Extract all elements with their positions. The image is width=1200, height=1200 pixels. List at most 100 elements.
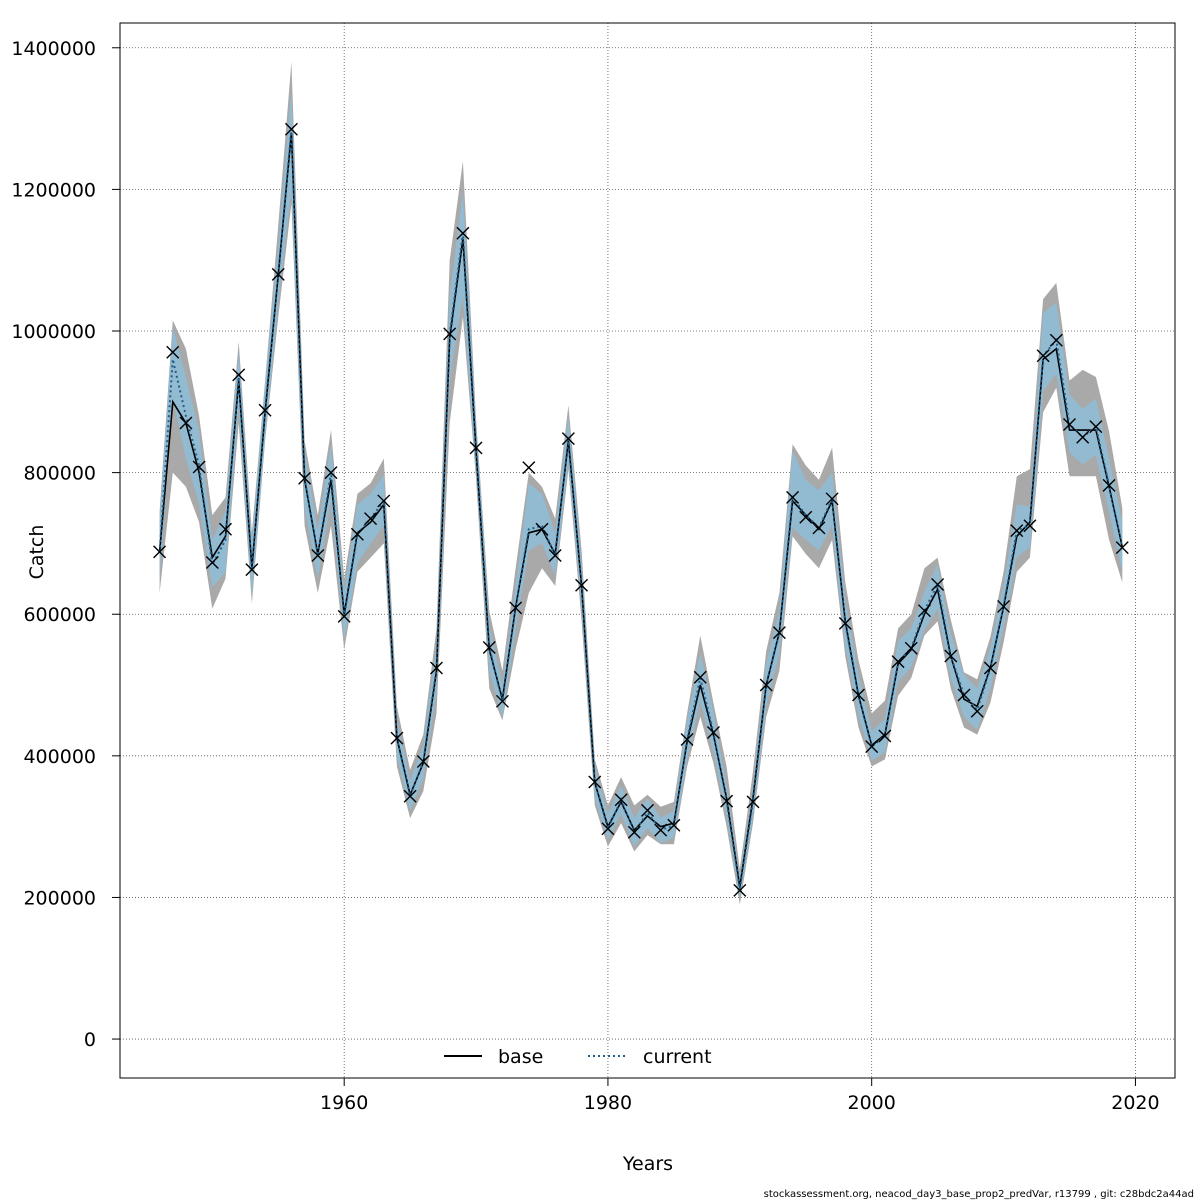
data-point-marker — [1102, 478, 1116, 492]
marker-stroke — [1063, 417, 1076, 431]
data-point-marker — [1023, 519, 1037, 533]
data-point-marker — [443, 327, 457, 341]
marker-stroke — [509, 601, 523, 615]
x-tick-label: 1980 — [584, 1092, 632, 1114]
marker-stroke — [1089, 420, 1103, 434]
marker-stroke — [838, 616, 852, 630]
y-axis-title: Catch — [26, 525, 48, 580]
data-point-marker — [482, 641, 496, 654]
data-point-marker — [350, 527, 364, 541]
current-line — [158, 129, 1124, 890]
data-point-marker — [799, 510, 813, 524]
legend: base current — [444, 1046, 712, 1068]
marker-stroke — [482, 641, 496, 654]
y-tick-label: 1200000 — [11, 179, 96, 201]
marker-stroke — [443, 327, 457, 341]
data-point-marker — [179, 416, 193, 430]
data-point-marker — [983, 661, 997, 675]
data-point-marker — [878, 729, 892, 743]
marker-stroke — [812, 521, 826, 535]
marker-stroke — [403, 789, 417, 803]
marker-stroke — [364, 512, 378, 526]
marker-stroke — [153, 545, 167, 559]
y-tick-label: 800000 — [23, 463, 96, 485]
marker-stroke — [219, 522, 232, 536]
marker-stroke — [377, 494, 391, 508]
marker-stroke — [245, 563, 259, 577]
data-point-marker — [1089, 420, 1103, 434]
marker-stroke — [1036, 349, 1050, 363]
data-point-marker — [1063, 417, 1076, 431]
marker-stroke — [258, 403, 272, 417]
marker-stroke — [667, 818, 681, 832]
data-point-marker — [825, 492, 839, 506]
data-point-marker — [1036, 349, 1050, 363]
marker-stroke — [772, 626, 786, 640]
data-point-marker — [667, 818, 681, 832]
marker-stroke — [904, 641, 918, 655]
marker-stroke — [495, 694, 509, 708]
data-point-marker — [997, 599, 1011, 613]
data-point-marker — [298, 471, 312, 485]
marker-stroke — [759, 678, 773, 692]
marker-stroke — [746, 795, 760, 809]
marker-stroke — [680, 733, 694, 747]
data-point-marker — [931, 577, 945, 591]
footer-text: stockassessment.org, neacod_day3_base_pr… — [764, 1189, 1194, 1200]
marker-stroke — [588, 775, 602, 789]
x-tick-label: 2000 — [848, 1092, 896, 1114]
marker-stroke — [1102, 478, 1116, 492]
data-point-marker — [495, 694, 509, 708]
x-axis: 1960 1980 2000 2020 — [320, 1078, 1160, 1114]
marker-stroke — [786, 490, 800, 504]
marker-stroke — [337, 609, 351, 623]
marker-stroke — [1010, 524, 1024, 538]
marker-stroke — [575, 578, 589, 592]
data-point-marker — [654, 823, 668, 837]
marker-stroke — [430, 661, 443, 675]
data-point-marker — [258, 403, 272, 417]
y-tick-label: 400000 — [23, 746, 96, 768]
x-tick-label: 2020 — [1111, 1092, 1159, 1114]
marker-stroke — [852, 688, 865, 702]
data-markers — [153, 122, 1129, 897]
marker-stroke — [627, 825, 641, 839]
marker-stroke — [997, 599, 1011, 613]
data-point-marker — [509, 601, 523, 615]
data-point-marker — [812, 521, 826, 535]
marker-stroke — [865, 740, 879, 754]
data-point-marker — [166, 345, 180, 359]
data-point-marker — [865, 740, 879, 754]
data-point-marker — [746, 795, 760, 809]
data-point-marker — [627, 825, 641, 839]
marker-stroke — [878, 729, 892, 743]
marker-stroke — [469, 441, 483, 455]
data-point-marker — [904, 641, 918, 655]
legend-base-label: base — [498, 1046, 543, 1068]
marker-stroke — [944, 649, 958, 663]
marker-stroke — [1049, 333, 1063, 347]
marker-stroke — [271, 267, 285, 281]
data-point-marker — [232, 368, 246, 382]
data-point-marker — [337, 609, 351, 623]
marker-stroke — [561, 432, 575, 446]
y-tick-label: 1400000 — [11, 38, 96, 60]
marker-stroke — [957, 688, 971, 702]
marker-stroke — [166, 345, 180, 359]
data-point-marker — [205, 556, 219, 570]
data-point-marker — [601, 822, 615, 836]
x-axis-title: Years — [622, 1153, 673, 1175]
marker-stroke — [179, 416, 193, 430]
data-point-marker — [838, 616, 852, 630]
y-axis: 0 200000 400000 600000 800000 1000000 1200000 1… — [11, 38, 120, 1051]
data-point-marker — [693, 670, 707, 684]
y-tick-label: 200000 — [23, 887, 96, 909]
data-point-marker — [759, 678, 773, 692]
data-point-marker — [917, 604, 931, 618]
marker-stroke — [284, 122, 298, 136]
data-point-marker — [706, 725, 720, 739]
marker-stroke — [983, 661, 997, 675]
plot-frame — [119, 22, 1176, 1079]
data-point-marker — [588, 775, 602, 789]
data-point-marker — [284, 122, 298, 136]
